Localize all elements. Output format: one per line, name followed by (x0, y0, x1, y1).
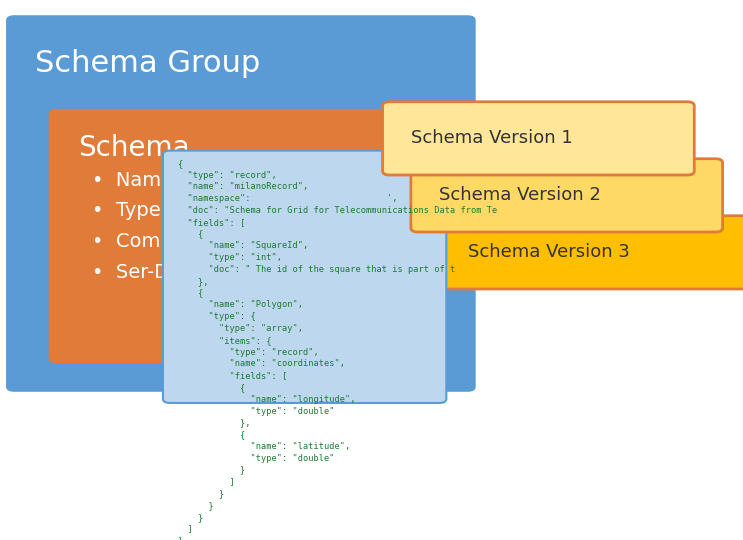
FancyBboxPatch shape (50, 110, 432, 362)
Text: Schema Version 3: Schema Version 3 (467, 244, 629, 261)
Text: •  Ser-De: • Ser-De (92, 262, 181, 281)
Text: Schema: Schema (78, 134, 189, 163)
Text: •  Compatibility: • Compatibility (92, 232, 246, 251)
FancyBboxPatch shape (439, 216, 743, 289)
Text: •  Name: • Name (92, 171, 173, 190)
Text: Schema Version 1: Schema Version 1 (411, 130, 573, 147)
Text: {
  "type": "record",
  "name": "milanoRecord",
  "namespace":                  : { "type": "record", "name": "milanoRecor… (177, 159, 497, 540)
FancyBboxPatch shape (383, 102, 694, 175)
Text: Schema Group: Schema Group (36, 49, 261, 78)
FancyBboxPatch shape (411, 159, 723, 232)
Text: •  Type: • Type (92, 201, 160, 220)
FancyBboxPatch shape (163, 151, 447, 403)
Text: Schema Version 2: Schema Version 2 (439, 186, 601, 204)
FancyBboxPatch shape (7, 16, 475, 391)
